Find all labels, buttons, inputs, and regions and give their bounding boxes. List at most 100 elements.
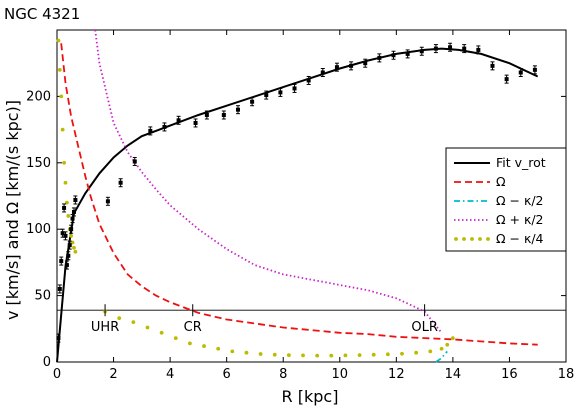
observed-point xyxy=(419,46,424,56)
series-line-0 xyxy=(56,47,539,363)
observed-point xyxy=(532,65,537,75)
legend-swatch-dot xyxy=(486,237,490,241)
series-dot xyxy=(117,316,122,321)
x-tick-label: 4 xyxy=(166,367,174,382)
observed-point xyxy=(204,110,209,120)
observed-point xyxy=(391,50,396,60)
series-dot xyxy=(73,249,78,254)
series-dot xyxy=(286,353,291,357)
observed-point xyxy=(405,49,410,59)
series-dot xyxy=(60,127,65,132)
observed-point xyxy=(377,53,382,63)
legend-swatch-dot xyxy=(478,237,482,241)
series-dot xyxy=(62,160,66,165)
observed-point xyxy=(176,115,181,125)
series-dot xyxy=(445,342,450,347)
series-dot xyxy=(357,353,362,357)
legend-entry: Ω + κ/2 xyxy=(496,212,544,227)
x-tick-label: 6 xyxy=(223,367,231,382)
observed-point xyxy=(476,45,481,55)
legend-entry: Ω − κ/4 xyxy=(496,231,544,246)
observed-point xyxy=(193,118,198,128)
y-tick-label: 0 xyxy=(43,355,51,370)
series-dot xyxy=(244,350,249,355)
observed-point xyxy=(118,178,123,188)
series-dot xyxy=(66,214,71,218)
observed-point xyxy=(132,156,137,166)
observed-point xyxy=(64,260,69,270)
observed-point xyxy=(334,62,339,72)
observed-point xyxy=(148,126,153,136)
observed-point xyxy=(504,74,509,84)
series-omega-minus-kappa4-dots xyxy=(56,38,455,358)
x-tick-label: 18 xyxy=(558,367,575,382)
series-dot xyxy=(57,67,62,72)
series-dot xyxy=(385,352,390,357)
y-tick-label: 200 xyxy=(26,89,51,104)
series-line-3 xyxy=(94,29,443,334)
x-tick-label: 14 xyxy=(445,367,462,382)
series-dot xyxy=(131,320,136,325)
legend-entry: Ω xyxy=(496,174,506,189)
series-dot xyxy=(329,353,334,358)
observed-point xyxy=(264,90,269,100)
x-tick-label: 8 xyxy=(279,367,287,382)
series-dot xyxy=(343,353,348,358)
observed-point xyxy=(490,61,495,71)
observed-point xyxy=(63,231,68,241)
series-dot xyxy=(371,352,376,357)
observed-point xyxy=(66,251,71,261)
series-dot xyxy=(315,353,320,358)
observed-point xyxy=(67,240,72,250)
observed-point xyxy=(235,105,240,115)
y-tick-label: 50 xyxy=(34,289,51,304)
observed-point xyxy=(105,196,110,206)
series-dot xyxy=(159,330,164,335)
series-dot xyxy=(59,94,64,99)
observed-points xyxy=(56,42,537,343)
series-dot xyxy=(258,352,263,356)
observed-point xyxy=(320,67,325,77)
x-tick-label: 16 xyxy=(501,367,518,382)
observed-point xyxy=(69,224,74,234)
series-dot xyxy=(56,38,61,43)
series-layer xyxy=(56,29,566,363)
observed-point xyxy=(462,44,467,54)
observed-point xyxy=(306,75,311,85)
observed-point xyxy=(278,87,283,97)
observed-point xyxy=(56,333,61,343)
observed-point xyxy=(518,67,523,77)
series-line-2 xyxy=(435,350,448,363)
series-dot xyxy=(230,349,235,354)
observed-point xyxy=(363,58,368,68)
legend-entry: Ω − κ/2 xyxy=(496,193,544,208)
series-dot xyxy=(400,351,404,356)
observed-point xyxy=(433,44,438,54)
y-axis-label: v [km/s] and Ω [km/(s kpc)] xyxy=(3,100,22,320)
series-dot xyxy=(72,245,76,250)
legend-entry: Fit v_rot xyxy=(496,155,546,170)
observed-point xyxy=(59,256,64,266)
y-tick-label: 100 xyxy=(26,222,51,237)
series-dot xyxy=(450,336,455,340)
series-dot xyxy=(188,341,192,346)
observed-point xyxy=(162,122,167,132)
observed-point xyxy=(448,42,453,52)
chart-title: NGC 4321 xyxy=(4,5,80,23)
legend-swatch-dot xyxy=(470,237,474,241)
series-dot xyxy=(63,180,68,185)
resonance-label: CR xyxy=(184,320,202,335)
observed-point xyxy=(57,284,62,294)
observed-point xyxy=(349,61,354,71)
legend: Fit v_rot Ω Ω − κ/2 Ω + κ/2 Ω − κ/4 xyxy=(445,147,567,252)
y-tick-label: 150 xyxy=(26,156,51,171)
legend-box xyxy=(445,147,567,252)
x-axis-label: R [kpc] xyxy=(282,387,339,406)
observed-point xyxy=(250,97,255,107)
resonance-label: OLR xyxy=(411,320,438,335)
series-dot xyxy=(414,350,419,355)
x-tick-label: 12 xyxy=(388,367,405,382)
legend-swatch-dot xyxy=(454,237,458,241)
x-tick-label: 10 xyxy=(332,367,349,382)
